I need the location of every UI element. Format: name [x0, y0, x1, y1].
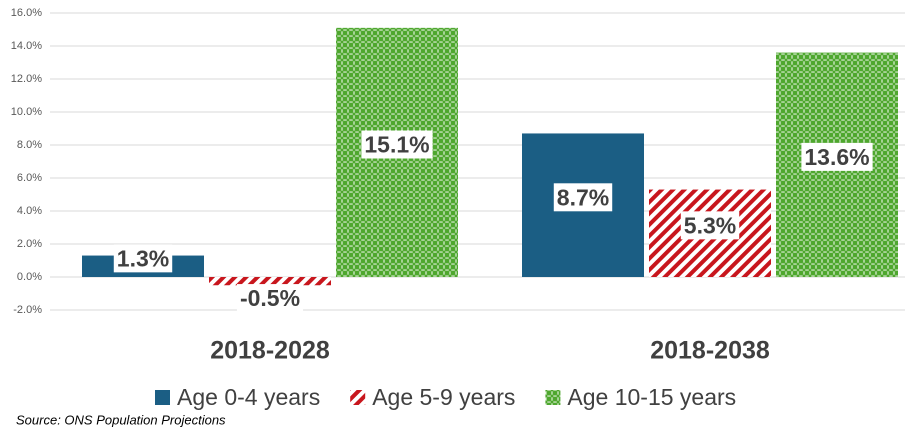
source: Source: ONS Population Projections [16, 412, 226, 427]
data-label-bg [236, 284, 304, 313]
data-label: 15.1% [364, 132, 429, 158]
y-tick-label: 10.0% [11, 106, 42, 118]
legend-swatch [155, 390, 170, 405]
legend-swatch [350, 390, 366, 405]
data-label-bg [680, 211, 740, 240]
y-tick-label: 2.0% [17, 238, 42, 250]
y-tick-label: 8.0% [17, 139, 42, 151]
legend-label: Age 10-15 years [567, 384, 736, 410]
data-label: -0.5% [240, 285, 300, 311]
legend-swatch [545, 390, 561, 405]
y-tick-label: 6.0% [17, 172, 42, 184]
data-label-bg [553, 183, 613, 212]
data-label: 8.7% [557, 184, 609, 210]
y-tick-label: 4.0% [17, 205, 42, 217]
y-tick-label: -2.0% [13, 304, 42, 316]
y-tick-label: 14.0% [11, 40, 42, 52]
y-tick-label: 16.0% [11, 7, 42, 19]
data-label: 5.3% [684, 212, 736, 238]
y-tick-label: 12.0% [11, 73, 42, 85]
legend-label: Age 5-9 years [372, 384, 515, 410]
data-label: 13.6% [804, 144, 869, 170]
legend-label: Age 0-4 years [177, 384, 320, 410]
data-label-bg [361, 130, 433, 159]
data-label: 1.3% [117, 245, 169, 271]
data-label-bg [113, 244, 173, 273]
y-tick-label: 0.0% [17, 271, 42, 283]
bar [209, 277, 331, 286]
x-tick-label: 2018-2028 [210, 337, 330, 365]
data-label-bg [801, 142, 873, 171]
x-tick-label: 2018-2038 [650, 337, 770, 365]
